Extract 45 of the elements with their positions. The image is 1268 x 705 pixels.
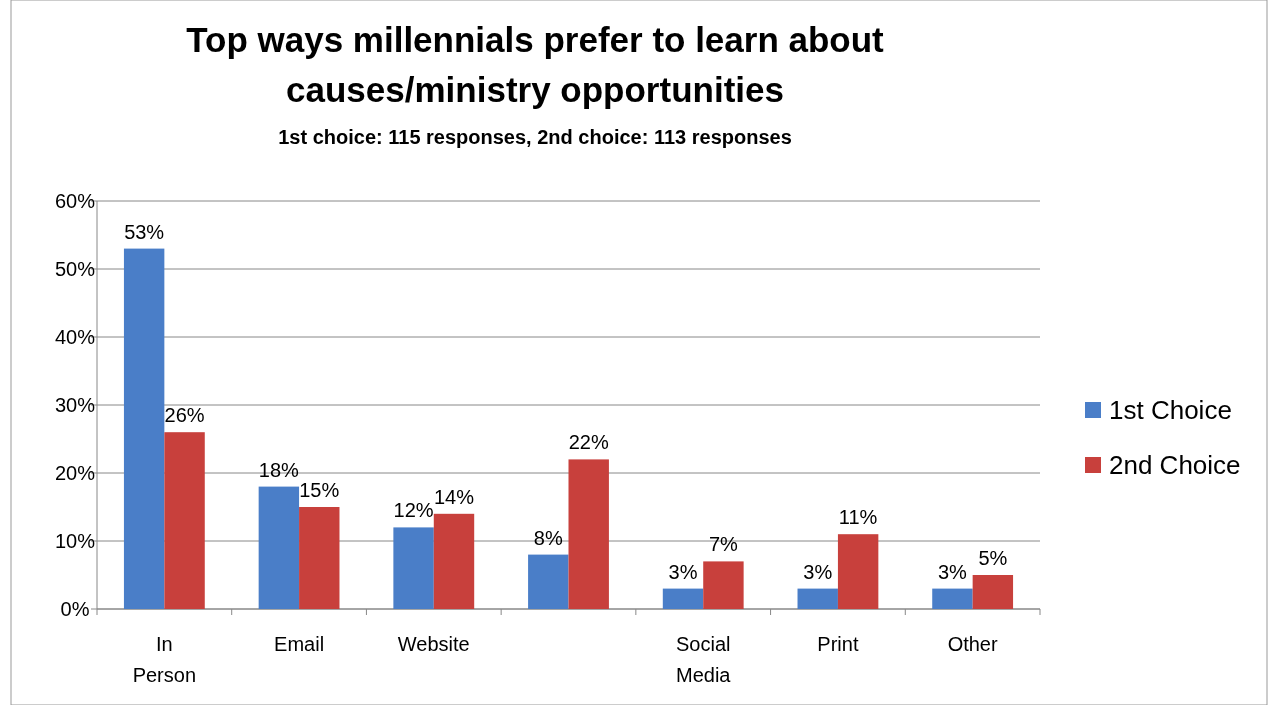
- x-tick-label: Social Media: [675, 633, 732, 686]
- y-tick-label: 60%: [54, 190, 96, 212]
- bar: [164, 432, 205, 609]
- chart-subtitle: 1st choice: 115 responses, 2nd choice: 113 responses: [278, 126, 792, 148]
- data-label: 12%: [393, 499, 434, 522]
- chart-title: Top ways millennials prefer to learn about causes/ministry opportunities: [185, 19, 885, 111]
- x-tick-label: Email: [274, 633, 325, 655]
- data-label: 3%: [803, 560, 833, 583]
- y-tick-label: 30%: [54, 394, 96, 416]
- bar: [258, 486, 300, 609]
- bar: [932, 588, 973, 609]
- data-label: 22%: [568, 431, 609, 454]
- y-tick-label: 10%: [54, 530, 96, 552]
- data-label: 5%: [978, 547, 1008, 569]
- y-tick-label: 0%: [60, 598, 90, 620]
- bar: [797, 588, 838, 609]
- bar: [972, 575, 1014, 609]
- data-label: 8%: [533, 526, 563, 549]
- data-label: 14%: [433, 485, 475, 508]
- data-label: 7%: [708, 533, 739, 556]
- data-label: 18%: [258, 458, 300, 481]
- bar: [393, 527, 434, 609]
- data-label: 3%: [937, 560, 968, 583]
- y-tick-label: 50%: [54, 258, 96, 280]
- x-tick-label: Other: [947, 633, 998, 655]
- bar: [568, 459, 609, 609]
- bar: [837, 534, 879, 609]
- bar: [123, 248, 165, 609]
- data-label: 15%: [299, 479, 340, 501]
- data-label: 3%: [668, 560, 698, 583]
- bar: [299, 507, 340, 609]
- bar: [662, 588, 704, 609]
- bar: [703, 561, 744, 609]
- x-tick-label: In Person: [132, 633, 197, 686]
- x-tick-label: Print: [817, 633, 859, 655]
- data-label: 11%: [838, 506, 878, 529]
- data-label: 26%: [164, 404, 205, 427]
- x-tick-label: Website: [397, 633, 470, 655]
- y-tick-label: 40%: [54, 326, 96, 348]
- data-label: 53%: [124, 220, 165, 243]
- legend-label: 2nd Choice: [1109, 450, 1241, 480]
- bar: [528, 554, 569, 609]
- y-tick-label: 20%: [54, 462, 96, 484]
- legend-label: 1st Choice: [1109, 395, 1232, 425]
- bar: [433, 513, 475, 609]
